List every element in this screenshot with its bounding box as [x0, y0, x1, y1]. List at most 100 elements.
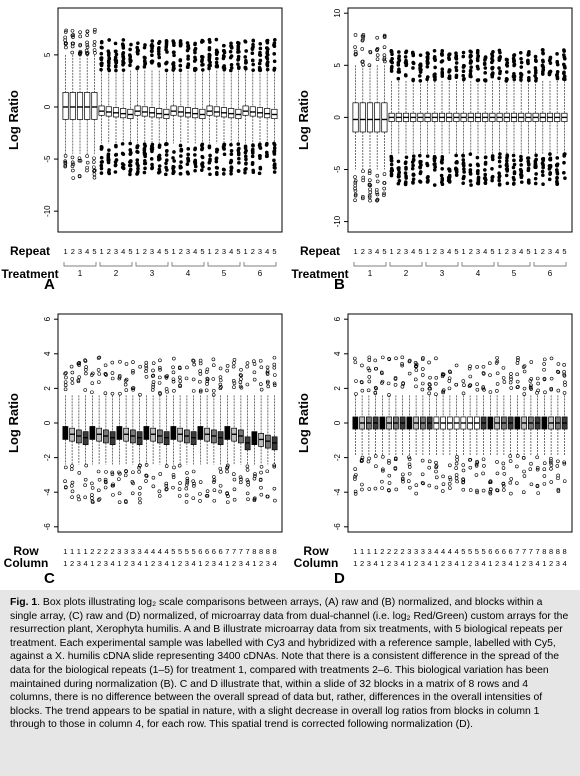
outlier-point — [124, 362, 129, 366]
outlier-point — [164, 43, 169, 47]
row2-tick-label: 3 — [239, 559, 243, 568]
row1-tick-label: 5 — [418, 247, 422, 256]
outlier-point — [64, 485, 68, 489]
outlier-point — [393, 377, 398, 381]
outlier-point — [229, 166, 234, 170]
row1-tick-label: 1 — [426, 247, 430, 256]
panel-b: Log Ratio 10 5 0 -5 -10 1 2 3 4 5 1 2 3 4 5 1 2 3 4 5 1 2 3 4 5 1 2… — [290, 0, 580, 298]
y-axis-label: Log Ratio — [296, 90, 311, 150]
outlier-point — [414, 491, 418, 496]
outlier-point — [138, 486, 142, 490]
outlier-point — [353, 178, 358, 183]
outlier-point — [475, 171, 480, 176]
outlier-point — [418, 170, 423, 174]
outlier-point — [389, 154, 393, 159]
outlier-point — [529, 461, 533, 466]
outlier-point — [541, 51, 545, 56]
outlier-point — [511, 182, 516, 186]
outlier-point — [373, 454, 378, 458]
outlier-point — [425, 65, 430, 69]
outlier-point — [131, 481, 135, 486]
outlier-point — [367, 456, 371, 461]
outlier-point — [468, 457, 473, 462]
outlier-point — [113, 64, 118, 68]
outlier-point — [548, 460, 553, 465]
outlier-point — [272, 463, 276, 468]
outlier-point — [77, 158, 82, 163]
outlier-point — [421, 481, 426, 486]
row1-tick-label: 1 — [63, 547, 67, 556]
group-bracket — [425, 262, 459, 267]
outlier-point — [120, 142, 125, 146]
outlier-point — [184, 483, 189, 487]
outlier-point — [455, 458, 459, 462]
outlier-point — [562, 372, 566, 377]
outlier-point — [83, 359, 88, 363]
row1-tick-label: 7 — [522, 547, 526, 556]
outlier-point — [353, 467, 357, 471]
outlier-point — [534, 153, 538, 158]
outlier-point — [427, 483, 432, 488]
outlier-point — [490, 166, 494, 171]
outlier-point — [171, 365, 175, 370]
row1-tick-label: 3 — [117, 547, 121, 556]
outlier-point — [70, 484, 74, 488]
row2-tick-label: 4 — [374, 559, 378, 568]
outlier-point — [243, 154, 248, 159]
outlier-point — [96, 356, 101, 360]
outlier-point — [229, 148, 234, 153]
outlier-point — [468, 465, 473, 470]
row1-tick-label: 5 — [490, 247, 494, 256]
outlier-point — [265, 380, 270, 385]
outlier-point — [107, 171, 112, 176]
outlier-point — [218, 386, 223, 390]
outlier-point — [353, 33, 358, 37]
outlier-point — [441, 482, 446, 487]
outlier-point — [104, 470, 108, 474]
outlier-point — [541, 59, 545, 64]
outlier-point — [85, 168, 89, 173]
outlier-point — [77, 156, 82, 161]
outlier-point — [90, 493, 94, 497]
outlier-point — [131, 387, 135, 392]
outlier-point — [208, 159, 212, 163]
outlier-point — [229, 54, 234, 58]
outlier-point — [367, 358, 372, 362]
outlier-point — [394, 487, 399, 492]
row1-tick-label: 4 — [229, 247, 233, 256]
outlier-point — [63, 42, 68, 46]
outlier-point — [208, 172, 212, 177]
row2-tick-label: 3 — [158, 559, 162, 568]
row2-tick-label: 4 — [219, 559, 223, 568]
outlier-point — [368, 190, 373, 195]
y-tick-label: 0 — [333, 420, 342, 425]
row1-tick-label: 5 — [236, 247, 240, 256]
outlier-point — [243, 66, 248, 70]
outlier-point — [481, 488, 486, 493]
outlier-point — [92, 168, 97, 173]
row2-tick-label: 1 — [461, 559, 465, 568]
outlier-point — [272, 66, 277, 71]
outlier-point — [434, 375, 439, 380]
outlier-point — [367, 375, 372, 379]
y-tick-label: 10 — [333, 8, 342, 17]
outlier-point — [434, 485, 439, 490]
row1-tick-label: 1 — [360, 547, 364, 556]
outlier-point — [239, 367, 243, 372]
outlier-point — [232, 361, 236, 365]
outlier-point — [92, 48, 97, 52]
outlier-point — [519, 78, 523, 82]
outlier-point — [354, 473, 358, 477]
outlier-point — [64, 45, 68, 50]
outlier-point — [512, 170, 517, 174]
outlier-point — [198, 379, 202, 384]
outlier-point — [418, 161, 423, 166]
outlier-point — [244, 161, 248, 165]
outlier-point — [121, 152, 126, 157]
outlier-point — [142, 146, 147, 151]
outlier-point — [265, 49, 270, 54]
outlier-point — [462, 76, 466, 81]
outlier-point — [158, 375, 162, 380]
outlier-point — [381, 467, 385, 472]
outlier-point — [490, 154, 495, 158]
